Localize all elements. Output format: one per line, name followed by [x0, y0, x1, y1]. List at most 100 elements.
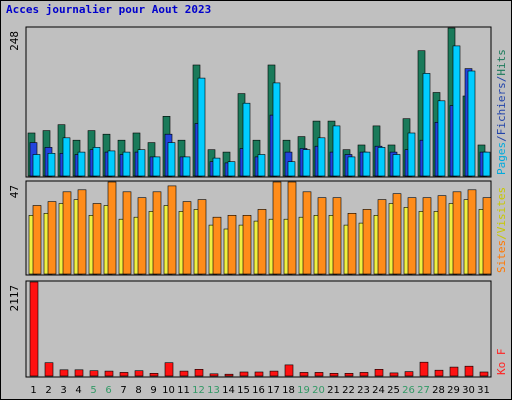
- bar-ko-f-day-7: [119, 372, 129, 377]
- bar-pages-day-29: [452, 45, 461, 177]
- bar-sites-day-29: [452, 191, 462, 275]
- x-label-day-23: 23: [357, 385, 370, 396]
- bar-ko-f-day-12: [194, 368, 204, 377]
- bar-pages-day-13: [212, 157, 221, 177]
- x-label-day-16: 16: [252, 385, 265, 396]
- legend-kb: Ko F: [495, 349, 508, 376]
- bar-sites-day-12: [197, 199, 207, 275]
- bar-sites-day-24: [377, 199, 387, 275]
- bar-sites-day-9: [152, 191, 162, 275]
- y-max-label-hits-files-pages: 248: [8, 31, 21, 51]
- bar-ko-f-day-3: [59, 369, 69, 377]
- bar-ko-f-day-28: [434, 369, 444, 377]
- legend-sites-visits: Sites/Visites: [495, 187, 508, 273]
- x-label-day-20: 20: [312, 385, 325, 396]
- legend-item-hits-files-pages-4: Hits: [495, 49, 508, 76]
- bar-sites-day-14: [227, 215, 237, 275]
- bar-pages-day-22: [347, 156, 356, 177]
- bar-pages-day-2: [47, 153, 56, 177]
- legend-item-sites-visits-1: /: [495, 233, 508, 240]
- x-label-day-10: 10: [162, 385, 175, 396]
- bar-sites-day-8: [137, 197, 147, 275]
- legend-hits-files-pages: Pages/Fichiers/Hits: [495, 49, 508, 175]
- bar-ko-f-day-22: [344, 372, 354, 377]
- bar-ko-f-day-29: [449, 366, 459, 377]
- bar-sites-day-31: [482, 197, 492, 275]
- bar-pages-day-12: [197, 77, 206, 177]
- bar-pages-day-8: [137, 149, 146, 177]
- bar-pages-day-16: [257, 154, 266, 177]
- bar-ko-f-day-31: [479, 371, 489, 377]
- x-label-day-19: 19: [297, 385, 310, 396]
- x-label-day-24: 24: [372, 385, 385, 396]
- bar-ko-f-day-26: [404, 371, 414, 377]
- bar-pages-day-27: [422, 73, 431, 177]
- bar-pages-day-9: [152, 156, 161, 177]
- bar-ko-f-day-20: [314, 372, 324, 377]
- x-label-day-26: 26: [402, 385, 415, 396]
- bar-ko-f-day-19: [299, 372, 309, 377]
- bar-pages-day-21: [332, 125, 341, 177]
- bar-sites-day-19: [302, 191, 312, 275]
- legend-item-kb-0: Ko F: [495, 349, 508, 376]
- x-label-day-18: 18: [282, 385, 295, 396]
- bar-sites-day-21: [332, 197, 342, 275]
- bar-pages-day-15: [242, 102, 251, 177]
- bar-pages-day-3: [62, 137, 71, 177]
- bar-pages-day-7: [122, 151, 131, 177]
- bar-sites-day-23: [362, 209, 372, 275]
- x-label-day-4: 4: [75, 385, 81, 396]
- x-label-day-6: 6: [105, 385, 111, 396]
- legend-item-hits-files-pages-1: /: [495, 135, 508, 142]
- x-label-day-11: 11: [177, 385, 190, 396]
- bar-pages-day-1: [32, 154, 41, 177]
- bar-sites-day-4: [77, 189, 87, 275]
- bar-ko-f-day-27: [419, 361, 429, 377]
- bar-pages-day-30: [467, 70, 476, 177]
- x-label-day-12: 12: [192, 385, 205, 396]
- bar-sites-day-10: [167, 185, 177, 275]
- bar-pages-day-14: [227, 161, 236, 177]
- bar-sites-day-11: [182, 201, 192, 275]
- bar-sites-day-27: [422, 197, 432, 275]
- bar-pages-day-6: [107, 150, 116, 177]
- bar-sites-day-28: [437, 195, 447, 275]
- bar-pages-day-18: [287, 161, 296, 177]
- x-label-day-5: 5: [90, 385, 96, 396]
- bar-pages-day-26: [407, 132, 416, 177]
- legend-item-sites-visits-2: Visites: [495, 187, 508, 233]
- bar-sites-day-13: [212, 216, 222, 275]
- x-label-day-3: 3: [60, 385, 66, 396]
- x-label-day-17: 17: [267, 385, 280, 396]
- bar-pages-day-31: [482, 151, 491, 177]
- x-label-day-30: 30: [462, 385, 475, 396]
- bar-ko-f-day-4: [74, 369, 84, 377]
- bar-ko-f-day-21: [329, 372, 339, 377]
- bar-sites-day-6: [107, 181, 117, 275]
- x-label-day-25: 25: [387, 385, 400, 396]
- bar-sites-day-22: [347, 213, 357, 275]
- bar-ko-f-day-24: [374, 368, 384, 377]
- bar-pages-day-24: [377, 147, 386, 177]
- bar-pages-day-20: [317, 137, 326, 177]
- x-label-day-21: 21: [327, 385, 340, 396]
- bar-sites-day-15: [242, 215, 252, 275]
- bar-sites-day-5: [92, 203, 102, 275]
- bar-pages-day-5: [92, 147, 101, 177]
- bar-ko-f-day-2: [44, 362, 54, 377]
- bar-sites-day-20: [317, 197, 327, 275]
- bar-ko-f-day-10: [164, 362, 174, 377]
- bar-sites-day-3: [62, 191, 72, 275]
- x-label-day-9: 9: [150, 385, 156, 396]
- legend-item-hits-files-pages-2: Fichiers: [495, 82, 508, 135]
- bar-ko-f-day-8: [134, 370, 144, 377]
- bar-ko-f-day-1: [29, 281, 39, 377]
- bar-ko-f-day-25: [389, 372, 399, 377]
- bar-ko-f-day-17: [269, 370, 279, 377]
- x-label-day-1: 1: [30, 385, 36, 396]
- bar-pages-day-28: [437, 100, 446, 177]
- bar-pages-day-11: [182, 156, 191, 177]
- bar-sites-day-17: [272, 181, 282, 275]
- bar-pages-day-10: [167, 142, 176, 177]
- legend-item-hits-files-pages-0: Pages: [495, 142, 508, 175]
